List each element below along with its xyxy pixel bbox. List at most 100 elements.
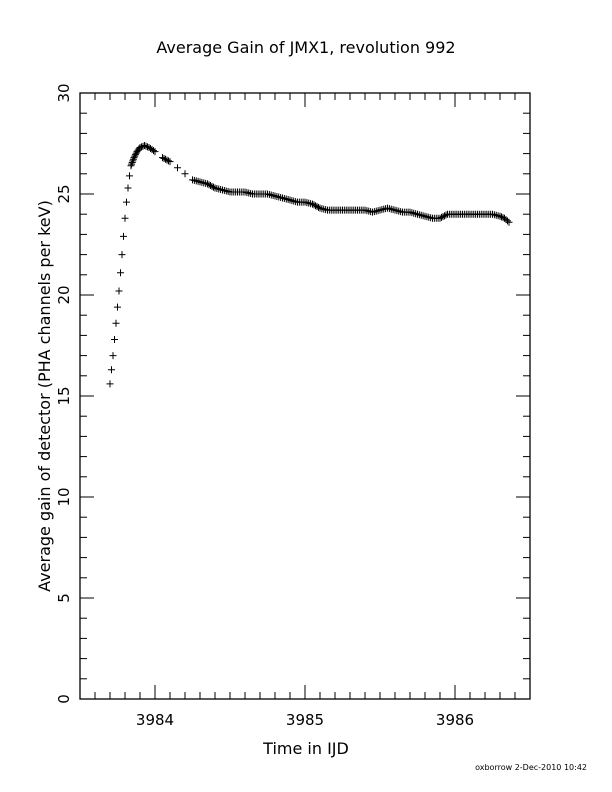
data-point (247, 189, 255, 197)
data-point (162, 155, 169, 163)
data-point (290, 197, 298, 205)
x-axis-label: Time in IJD (262, 739, 349, 758)
chart-title: Average Gain of JMX1, revolution 992 (156, 38, 455, 57)
data-point (118, 251, 126, 259)
data-point (280, 195, 288, 203)
data-point (315, 203, 322, 211)
data-point (121, 214, 129, 222)
data-point (151, 148, 159, 156)
y-tick-label: 10 (55, 487, 73, 506)
data-point (174, 164, 181, 172)
data-point (165, 157, 172, 165)
data-point (126, 172, 133, 180)
data-point (312, 202, 319, 210)
data-point (111, 335, 118, 343)
data-point (128, 158, 136, 166)
data-point (208, 182, 216, 190)
data-point (387, 205, 395, 213)
data-point (376, 206, 384, 214)
y-tick-label: 0 (55, 694, 73, 704)
data-point (415, 211, 423, 219)
data-point (384, 204, 391, 212)
y-tick-labels: 0 5 10 15 20 25 30 (55, 83, 73, 703)
y-tick-label: 5 (55, 593, 73, 603)
data-point (494, 212, 502, 220)
data-point (320, 205, 328, 213)
data-point (441, 212, 448, 220)
data-point (150, 147, 157, 155)
data-point (365, 207, 373, 215)
data-point (498, 213, 505, 221)
data-point (217, 185, 225, 193)
data-point (112, 319, 120, 327)
data-point (109, 352, 117, 360)
data-point (369, 208, 376, 216)
data-point (380, 205, 388, 213)
data-point (301, 198, 309, 206)
data-point (427, 214, 435, 222)
data-point (200, 179, 208, 187)
data-point (210, 183, 217, 191)
data-point (205, 181, 213, 189)
data-point (117, 269, 124, 277)
data-point (204, 180, 211, 188)
data-point (194, 177, 202, 185)
data-point (361, 206, 369, 214)
data-point (106, 380, 114, 388)
data-point (397, 208, 405, 216)
data-point (130, 154, 138, 162)
y-tick-label: 30 (55, 83, 73, 102)
data-point (198, 178, 206, 186)
data-points (106, 142, 513, 388)
data-point (305, 199, 313, 207)
data-point (219, 186, 226, 194)
data-point (393, 207, 401, 215)
data-point (273, 193, 281, 201)
data-point (421, 212, 429, 220)
data-point (408, 209, 416, 217)
data-point (196, 178, 204, 186)
data-point (292, 198, 300, 206)
x-tick-labels: 3984 3985 3986 (136, 711, 474, 729)
data-point (419, 212, 427, 220)
data-point (108, 366, 115, 374)
data-point (363, 207, 371, 215)
data-point (496, 212, 504, 220)
data-point (222, 187, 230, 195)
data-point (264, 190, 271, 198)
x-tick-label: 3986 (436, 711, 474, 729)
data-point (372, 207, 380, 215)
data-point (181, 170, 189, 178)
data-point (192, 177, 200, 185)
data-point (131, 152, 139, 160)
data-point (220, 186, 228, 194)
data-point (132, 149, 140, 157)
data-point (303, 199, 311, 207)
data-point (423, 213, 431, 221)
data-point (166, 158, 174, 166)
data-point (129, 155, 137, 163)
data-point (142, 142, 150, 150)
data-point (138, 143, 145, 151)
data-point (442, 211, 450, 219)
data-point (207, 182, 214, 190)
data-point (141, 142, 148, 150)
data-point (505, 218, 513, 226)
data-point (313, 203, 321, 211)
data-point (132, 151, 139, 159)
data-point (279, 194, 286, 202)
data-point (115, 287, 123, 295)
axis-ticks (79, 92, 531, 700)
data-point (267, 191, 275, 199)
y-tick-label: 20 (55, 285, 73, 304)
data-point (269, 192, 277, 200)
data-point (243, 188, 251, 196)
data-point (436, 214, 444, 222)
data-point (378, 206, 386, 214)
data-point (127, 162, 135, 170)
data-point (241, 188, 249, 196)
data-point (385, 205, 393, 213)
data-point (370, 208, 378, 216)
data-point (189, 176, 196, 184)
data-point (406, 208, 414, 216)
